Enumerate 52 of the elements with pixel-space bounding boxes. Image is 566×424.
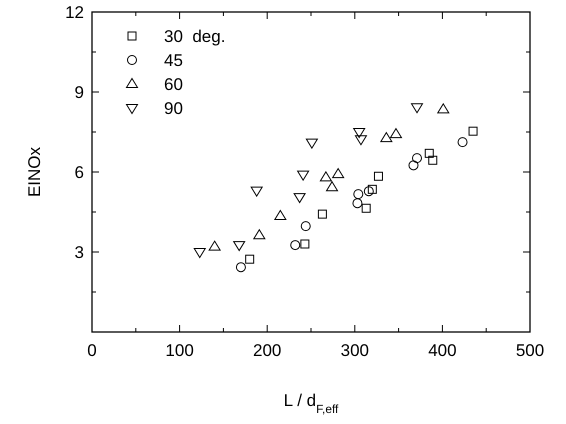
point <box>245 254 254 264</box>
point <box>362 204 371 213</box>
point <box>424 148 434 158</box>
legend-label: 45 <box>164 51 183 70</box>
point <box>297 170 310 181</box>
point <box>300 221 311 232</box>
point <box>250 186 263 197</box>
x-tick-label: 100 <box>165 341 194 360</box>
x-tick-label: 400 <box>428 341 457 360</box>
y-tick-label: 9 <box>74 83 84 102</box>
point <box>354 135 367 146</box>
point <box>194 248 206 258</box>
point <box>352 198 362 208</box>
point <box>428 156 438 165</box>
point <box>437 103 450 114</box>
point <box>290 240 300 250</box>
point <box>306 138 318 149</box>
point <box>236 262 246 272</box>
point <box>374 172 383 181</box>
point <box>233 241 246 252</box>
point <box>353 128 366 138</box>
point <box>458 137 468 148</box>
point <box>408 160 418 170</box>
legend-label: 60 <box>164 75 183 94</box>
x-tick-label: 0 <box>87 341 97 360</box>
point <box>368 184 377 194</box>
point <box>412 153 422 164</box>
y-tick-label: 3 <box>74 243 84 262</box>
point <box>320 171 332 182</box>
point <box>300 240 310 248</box>
legend-label: 30 deg. <box>164 27 226 46</box>
point <box>274 210 286 220</box>
x-axis-title: L / d$_{F,eff}$ <box>284 391 340 416</box>
y-tick-label: 6 <box>74 163 84 182</box>
point <box>332 168 344 178</box>
point <box>410 103 423 114</box>
y-tick-label: 12 <box>65 3 84 22</box>
point <box>208 240 221 251</box>
point <box>468 126 478 136</box>
point <box>253 229 266 240</box>
x-tick-label: 200 <box>253 341 282 360</box>
point <box>390 128 402 138</box>
point <box>353 189 364 200</box>
x-tick-label: 300 <box>340 341 369 360</box>
point <box>326 181 338 192</box>
point <box>364 186 374 196</box>
point <box>318 210 327 219</box>
x-tick-label: 500 <box>516 341 544 360</box>
point <box>294 193 306 204</box>
point <box>380 132 392 142</box>
legend-label: 90 <box>164 99 183 118</box>
y-axis-title: EINOx <box>25 146 44 198</box>
